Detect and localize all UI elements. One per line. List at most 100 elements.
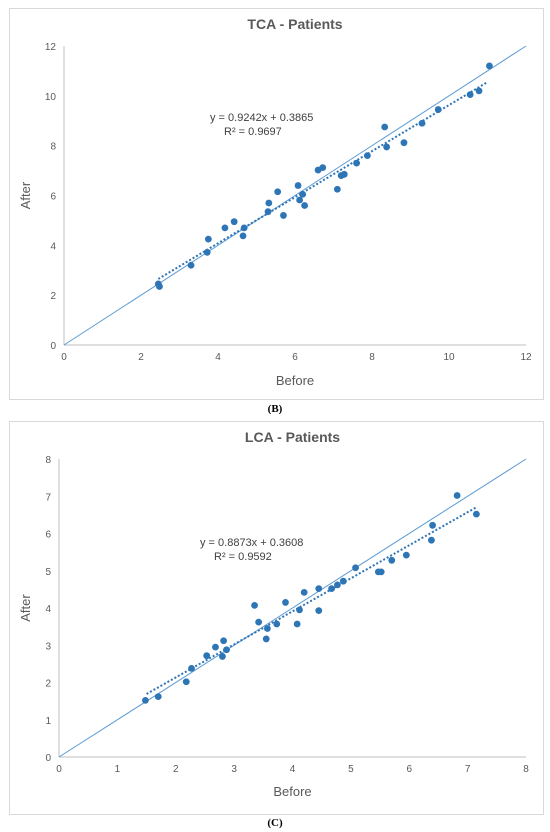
- data-point: [220, 637, 228, 645]
- data-point: [280, 212, 287, 219]
- y-tick-label: 8: [50, 142, 56, 153]
- chart-title: LCA - Patients: [245, 429, 340, 445]
- y-tick-label: 8: [45, 455, 51, 466]
- x-tick-label: 8: [523, 764, 529, 775]
- data-point: [353, 159, 360, 167]
- data-point: [328, 585, 336, 593]
- data-point: [402, 551, 410, 559]
- r-squared-label: R² = 0.9697: [224, 126, 282, 138]
- x-axis-label: Before: [273, 784, 311, 799]
- trendline-equation: y = 0.8873x + 0.3608: [200, 537, 303, 549]
- x-tick-label: 12: [520, 352, 532, 363]
- data-point: [363, 152, 371, 160]
- data-point: [296, 606, 303, 614]
- chart-title: TCA - Patients: [247, 16, 342, 32]
- data-point: [466, 91, 474, 98]
- data-point: [296, 196, 304, 204]
- data-point: [293, 620, 301, 628]
- identity-line: [58, 458, 527, 758]
- data-point: [203, 248, 211, 256]
- data-point: [475, 87, 483, 95]
- data-point: [294, 182, 302, 189]
- x-tick-label: 2: [138, 352, 144, 363]
- data-point: [418, 119, 426, 127]
- x-tick-label: 3: [231, 764, 237, 775]
- data-point: [187, 261, 195, 269]
- data-point: [352, 564, 359, 572]
- lca-scatter-chart: LCA - Patients 0 1 2 3 4 5 6 7 8 0 1 2 3 4 5 6 7 8 Before Af…: [18, 429, 529, 799]
- data-point: [273, 620, 281, 628]
- data-point: [282, 599, 289, 606]
- data-point: [333, 185, 341, 193]
- data-point: [182, 678, 190, 686]
- y-axis-label: After: [18, 594, 33, 622]
- chart-panel-lca: LCA - Patients 0 1 2 3 4 5 6 7 8 0 1 2 3 4 5 6 7 8 Before Af…: [9, 421, 544, 815]
- y-tick-label: 0: [50, 341, 56, 352]
- y-tick-label: 1: [45, 716, 51, 727]
- y-tick-label: 5: [45, 567, 51, 578]
- y-tick-label: 10: [45, 92, 57, 103]
- data-point: [434, 106, 442, 113]
- data-point: [315, 607, 323, 615]
- data-point: [381, 123, 389, 131]
- data-point: [472, 510, 480, 518]
- x-tick-label: 1: [115, 764, 121, 775]
- x-axis-label: Before: [276, 373, 314, 388]
- data-point: [188, 664, 195, 672]
- data-point: [339, 577, 347, 585]
- x-tick-label: 0: [61, 352, 67, 363]
- data-point: [263, 625, 271, 632]
- data-point: [453, 492, 461, 499]
- data-point: [239, 232, 247, 240]
- data-point: [486, 62, 493, 70]
- trendline: [146, 506, 477, 695]
- data-point: [274, 188, 282, 196]
- y-tick-label: 4: [45, 604, 51, 615]
- data-point: [265, 199, 273, 207]
- x-tick-label: 5: [348, 764, 354, 775]
- data-point: [262, 635, 270, 643]
- y-tick-label: 2: [50, 291, 56, 302]
- r-squared-label: R² = 0.9592: [214, 551, 272, 563]
- data-point: [223, 646, 230, 654]
- data-point: [300, 588, 308, 596]
- y-tick-label: 6: [50, 192, 56, 203]
- y-tick-label: 7: [45, 492, 51, 503]
- y-tick-label: 6: [45, 530, 51, 541]
- chart-panel-tca: TCA - Patients 0 2 4 6 8 10 12 0 2 4 6 8 10 12 Before Af…: [9, 8, 544, 400]
- y-axis-label: After: [18, 181, 33, 209]
- data-point: [377, 568, 385, 576]
- data-point: [156, 283, 163, 290]
- caption-b: (B): [267, 403, 283, 415]
- tca-scatter-chart: TCA - Patients 0 2 4 6 8 10 12 0 2 4 6 8 10 12 Before Af…: [18, 16, 532, 388]
- x-tick-label: 7: [465, 764, 471, 775]
- data-point: [299, 190, 307, 198]
- x-tick-label: 0: [56, 764, 62, 775]
- data-point: [388, 556, 396, 564]
- x-tick-label: 2: [173, 764, 179, 775]
- data-point: [204, 235, 212, 243]
- data-point: [255, 618, 263, 626]
- trendline-equation: y = 0.9242x + 0.3865: [210, 112, 313, 124]
- data-point: [203, 652, 211, 660]
- data-point: [429, 521, 436, 529]
- data-point: [154, 693, 162, 701]
- y-tick-label: 12: [45, 42, 57, 53]
- data-point: [319, 164, 327, 171]
- data-point: [240, 224, 248, 232]
- data-point: [400, 139, 408, 147]
- x-tick-label: 4: [215, 352, 221, 363]
- y-tick-label: 3: [45, 641, 51, 652]
- x-tick-label: 6: [292, 352, 298, 363]
- data-point: [221, 224, 229, 232]
- data-point: [251, 601, 258, 609]
- y-tick-label: 2: [45, 679, 51, 690]
- data-point: [315, 585, 323, 593]
- data-point: [230, 218, 238, 226]
- x-tick-label: 6: [406, 764, 412, 775]
- identity-line: [63, 45, 527, 346]
- y-tick-label: 0: [45, 753, 51, 764]
- data-point: [334, 581, 341, 589]
- data-point: [340, 170, 348, 178]
- x-tick-label: 8: [369, 352, 375, 363]
